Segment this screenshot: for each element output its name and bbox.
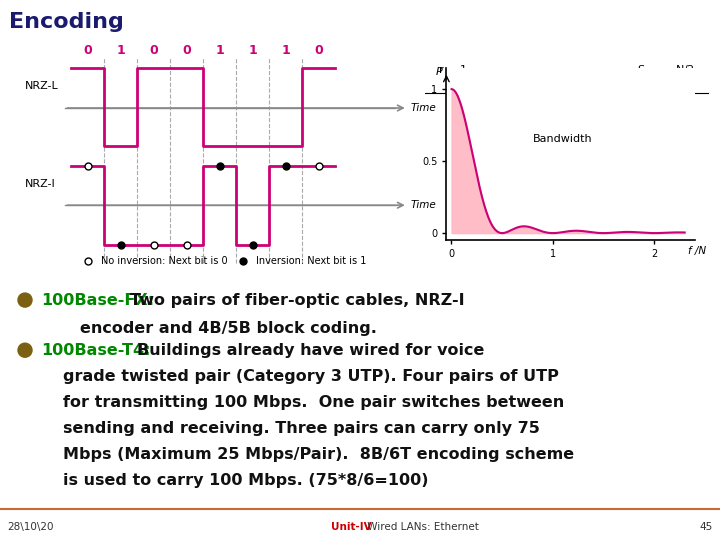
- Text: 0: 0: [182, 44, 191, 57]
- Text: No inversion: Next bit is 0: No inversion: Next bit is 0: [101, 256, 228, 266]
- Text: Bandwidth: Bandwidth: [533, 134, 593, 145]
- Text: encoder and 4B/5B block coding.: encoder and 4B/5B block coding.: [80, 321, 377, 336]
- Text: 45: 45: [700, 522, 713, 532]
- Text: 100Base-FX:: 100Base-FX:: [41, 293, 154, 308]
- Text: Buildings already have wired for voice: Buildings already have wired for voice: [137, 343, 485, 357]
- Text: Wired LANs: Ethernet: Wired LANs: Ethernet: [364, 522, 479, 532]
- Text: 0: 0: [314, 44, 323, 57]
- Text: 1: 1: [215, 44, 224, 57]
- Text: Mbps (Maximum 25 Mbps/Pair).  8B/6T encoding scheme: Mbps (Maximum 25 Mbps/Pair). 8B/6T encod…: [63, 447, 574, 462]
- Text: Time: Time: [411, 200, 437, 210]
- Text: Two pairs of fiber-optic cables, NRZ-I: Two pairs of fiber-optic cables, NRZ-I: [130, 293, 464, 308]
- Text: 1: 1: [116, 44, 125, 57]
- Text: 0: 0: [149, 44, 158, 57]
- Text: for transmitting 100 Mbps.  One pair switches between: for transmitting 100 Mbps. One pair swit…: [63, 395, 564, 410]
- Text: grade twisted pair (Category 3 UTP). Four pairs of UTP: grade twisted pair (Category 3 UTP). Fou…: [63, 369, 559, 384]
- Text: Unit-IV: Unit-IV: [331, 522, 372, 532]
- Text: 1: 1: [282, 44, 290, 57]
- Text: Inversion: Next bit is 1: Inversion: Next bit is 1: [256, 256, 366, 266]
- Text: 28\10\20: 28\10\20: [7, 522, 54, 532]
- Text: sending and receiving. Three pairs can carry only 75: sending and receiving. Three pairs can c…: [63, 421, 540, 436]
- Text: 100Base-T4:: 100Base-T4:: [41, 343, 150, 357]
- Text: P: P: [436, 67, 443, 77]
- Text: f /N: f /N: [688, 246, 706, 256]
- Circle shape: [18, 293, 32, 307]
- Text: r = 1: r = 1: [439, 65, 467, 75]
- Text: NRZ-I: NRZ-I: [25, 179, 55, 188]
- Text: S$_{ave}$ = N/2: S$_{ave}$ = N/2: [637, 63, 695, 77]
- Text: 1: 1: [248, 44, 257, 57]
- Circle shape: [18, 343, 32, 357]
- Text: Time: Time: [411, 103, 437, 113]
- Text: Encoding: Encoding: [9, 12, 124, 32]
- Text: 0: 0: [84, 44, 92, 57]
- Text: NRZ-L: NRZ-L: [25, 82, 58, 91]
- Text: is used to carry 100 Mbps. (75*8/6=100): is used to carry 100 Mbps. (75*8/6=100): [63, 473, 428, 488]
